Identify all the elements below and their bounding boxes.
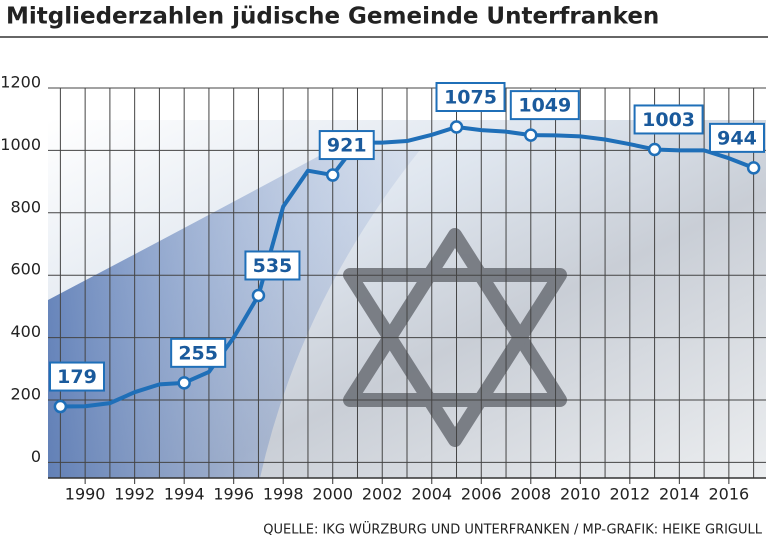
- data-point: [524, 128, 538, 142]
- x-tick-label: 1990: [65, 485, 106, 504]
- data-point: [325, 168, 340, 182]
- value-label-box: [509, 90, 580, 121]
- value-label-box: [709, 122, 765, 153]
- x-tick-label: 2004: [411, 485, 452, 504]
- x-tick-label: 2016: [709, 485, 750, 504]
- y-tick-label: 1000: [0, 135, 41, 154]
- y-tick-label: 200: [10, 385, 41, 404]
- y-tick-label: 600: [10, 260, 41, 279]
- value-label: 179: [57, 366, 97, 388]
- data-point: [746, 161, 761, 175]
- value-label-box: [435, 82, 506, 112]
- source-note: QUELLE: IKG WÜRZBURG UND UNTERFRANKEN / …: [263, 521, 762, 538]
- value-label-box: [244, 250, 301, 281]
- x-tick-label: 1994: [164, 485, 205, 504]
- value-label: 1075: [444, 87, 497, 109]
- chart-title: Mitgliederzahlen jüdische Gemeinde Unter…: [6, 4, 659, 30]
- y-tick-label: 1200: [0, 73, 41, 92]
- value-label: 921: [327, 135, 367, 157]
- x-tick-label: 2006: [461, 485, 502, 504]
- data-line: [60, 125, 755, 409]
- x-tick-label: 2014: [659, 485, 700, 504]
- value-label-box: [170, 337, 227, 368]
- value-label-box: [318, 130, 375, 161]
- data-point: [647, 142, 662, 157]
- value-label-box: [633, 104, 704, 135]
- data-point: [177, 376, 191, 390]
- value-label-box: [49, 361, 105, 392]
- value-label: 535: [253, 255, 293, 277]
- y-tick-label: 800: [10, 197, 41, 216]
- x-tick-label: 2010: [560, 485, 601, 504]
- x-tick-label: 2002: [362, 485, 403, 504]
- value-label: 1049: [518, 95, 571, 117]
- y-tick-label: 0: [31, 447, 41, 466]
- x-tick-label: 1996: [213, 485, 254, 504]
- data-point: [251, 288, 266, 303]
- data-point: [53, 399, 68, 414]
- x-tick-label: 1998: [263, 485, 304, 504]
- data-point: [449, 120, 464, 134]
- value-label: 255: [178, 342, 218, 364]
- y-tick-label: 400: [10, 322, 41, 341]
- value-label: 1003: [642, 109, 695, 131]
- x-tick-label: 1992: [114, 485, 155, 504]
- x-tick-label: 2008: [510, 485, 551, 504]
- value-label: 944: [717, 127, 757, 149]
- x-tick-label: 2000: [312, 485, 353, 504]
- x-tick-label: 2012: [609, 485, 650, 504]
